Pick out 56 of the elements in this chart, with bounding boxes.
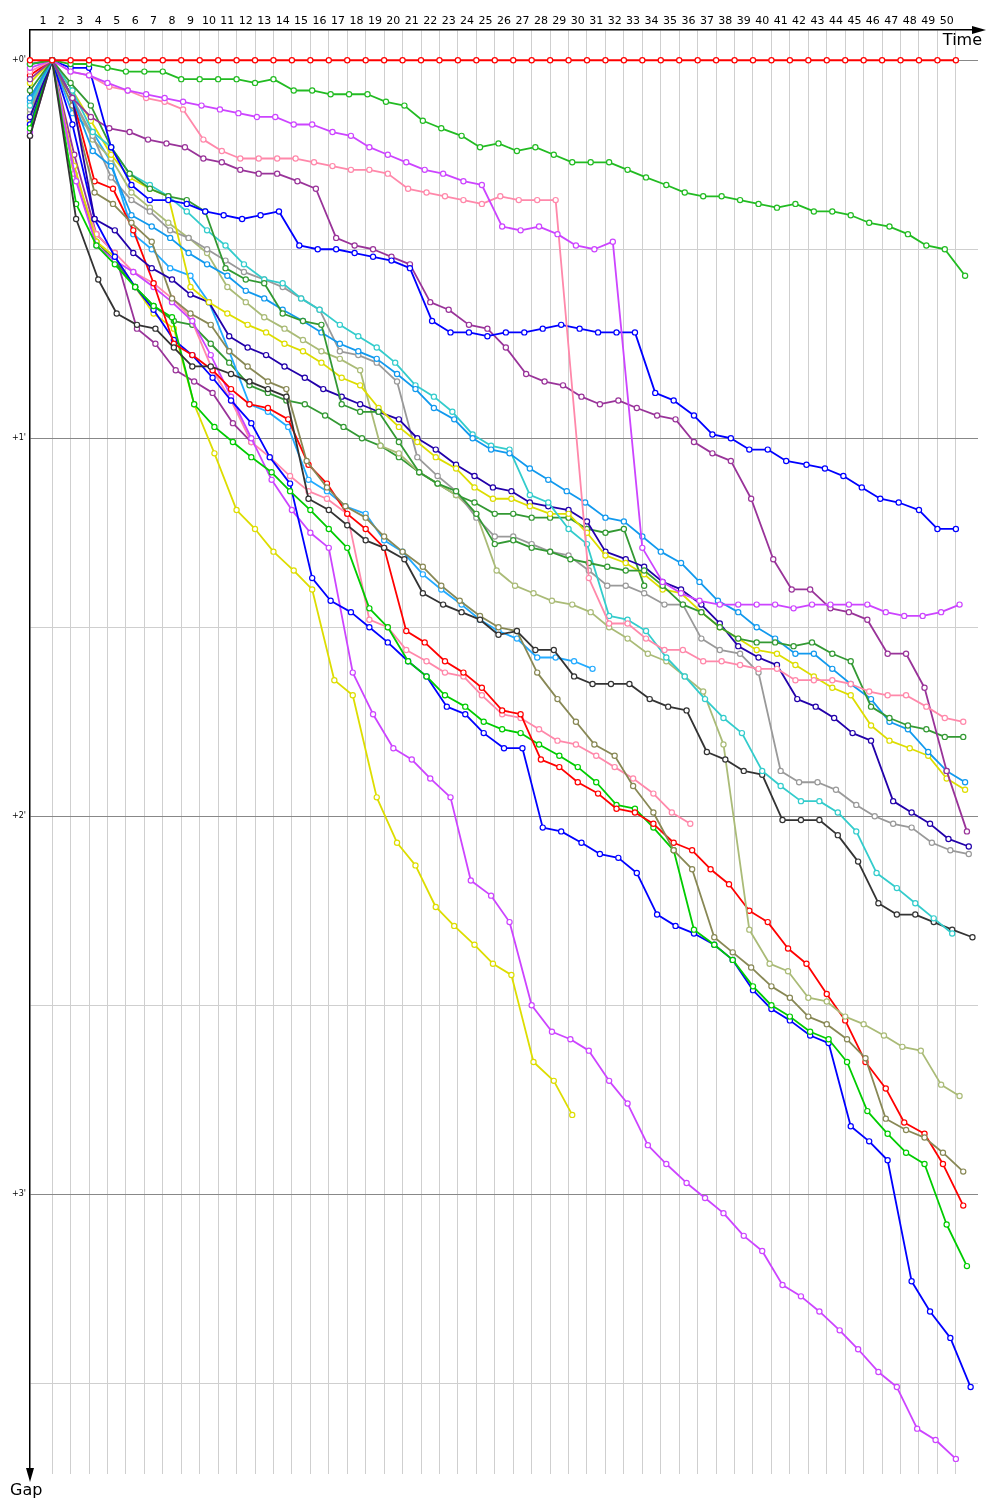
- x-tick-label: 16: [312, 14, 327, 28]
- x-tick-label: 3: [76, 14, 84, 28]
- x-tick-label: 40: [755, 14, 770, 28]
- x-tick-label: 23: [441, 14, 456, 28]
- y-axis-title: Gap: [10, 1480, 43, 1500]
- x-tick-label: 13: [257, 14, 272, 28]
- x-tick-label: 14: [275, 14, 290, 28]
- x-tick-label: 7: [150, 14, 158, 28]
- x-tick-label: 15: [294, 14, 309, 28]
- x-tick-label: 39: [736, 14, 751, 28]
- x-tick-label: 44: [828, 14, 843, 28]
- x-tick-label: 35: [662, 14, 677, 28]
- x-tick-label: 29: [552, 14, 567, 28]
- x-tick-label: 37: [699, 14, 714, 28]
- x-tick-label: 45: [847, 14, 862, 28]
- x-tick-label: 6: [131, 14, 139, 28]
- x-tick-label: 43: [810, 14, 825, 28]
- x-tick-label: 32: [607, 14, 622, 28]
- y-tick-label: +1': [12, 433, 26, 443]
- x-tick-label: 17: [331, 14, 346, 28]
- x-tick-label: 48: [902, 14, 917, 28]
- x-tick-label: 25: [478, 14, 493, 28]
- x-tick-label: 5: [113, 14, 121, 28]
- x-tick-label: 31: [589, 14, 604, 28]
- x-tick-label: 46: [865, 14, 880, 28]
- x-tick-label: 24: [460, 14, 475, 28]
- x-tick-label: 42: [792, 14, 807, 28]
- x-tick-label: 50: [939, 14, 954, 28]
- x-tick-label: 8: [168, 14, 176, 28]
- x-tick-label: 33: [626, 14, 641, 28]
- x-tick-label: 22: [423, 14, 438, 28]
- x-tick-label: 27: [515, 14, 530, 28]
- x-tick-label: 28: [533, 14, 548, 28]
- x-tick-label: 30: [570, 14, 585, 28]
- x-tick-label: 21: [404, 14, 419, 28]
- x-tick-label: 9: [186, 14, 194, 28]
- y-tick-label: +2': [12, 811, 26, 821]
- x-axis-title: Time: [941, 30, 982, 50]
- x-tick-label: 49: [921, 14, 936, 28]
- y-tick-label: +3': [12, 1189, 26, 1199]
- x-tick-label: 11: [220, 14, 235, 28]
- x-tick-label: 1: [39, 14, 47, 28]
- x-tick-label: 34: [644, 14, 659, 28]
- x-tick-label: 18: [349, 14, 364, 28]
- x-tick-label: 19: [367, 14, 382, 28]
- x-tick-label: 4: [94, 14, 102, 28]
- x-tick-label: 41: [773, 14, 788, 28]
- x-tick-label: 20: [386, 14, 401, 28]
- x-tick-label: 47: [884, 14, 899, 28]
- x-tick-label: 10: [201, 14, 216, 28]
- x-tick-label: 26: [497, 14, 511, 28]
- x-tick-label: 2: [57, 14, 65, 28]
- y-tick-label: +0': [12, 55, 26, 65]
- x-tick-label: 12: [238, 14, 253, 28]
- x-tick-label: 36: [681, 14, 696, 28]
- x-tick-label: 38: [718, 14, 733, 28]
